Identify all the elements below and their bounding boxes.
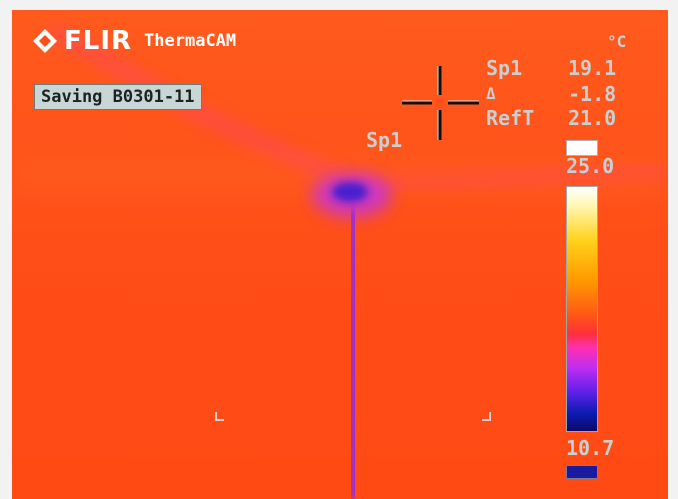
spot-label: Sp1 xyxy=(486,56,523,80)
scale-min: 10.7 xyxy=(566,436,615,460)
crosshair-icon xyxy=(402,66,479,140)
ref-value: 21.0 xyxy=(568,106,617,130)
temperature-scale-bar xyxy=(566,186,598,432)
ref-label: RefT xyxy=(486,106,535,130)
delta-label: Δ xyxy=(486,84,496,103)
flir-diamond-icon xyxy=(33,29,57,53)
thermal-pattern xyxy=(12,25,668,499)
product-name: ThermaCAM xyxy=(144,31,237,51)
above-range-indicator xyxy=(566,140,598,156)
spot-value: 19.1 xyxy=(568,56,617,80)
below-range-indicator xyxy=(566,465,598,479)
scale-max: 25.0 xyxy=(566,154,615,178)
area-markers xyxy=(215,412,491,421)
delta-value: -1.8 xyxy=(568,82,617,106)
flir-logo: FLIR ThermaCAM xyxy=(32,24,236,58)
unit-label: °C xyxy=(607,32,627,51)
crosshair-label: Sp1 xyxy=(366,128,403,152)
status-message: Saving B0301-11 xyxy=(34,84,202,110)
brand-name: FLIR xyxy=(64,26,133,56)
